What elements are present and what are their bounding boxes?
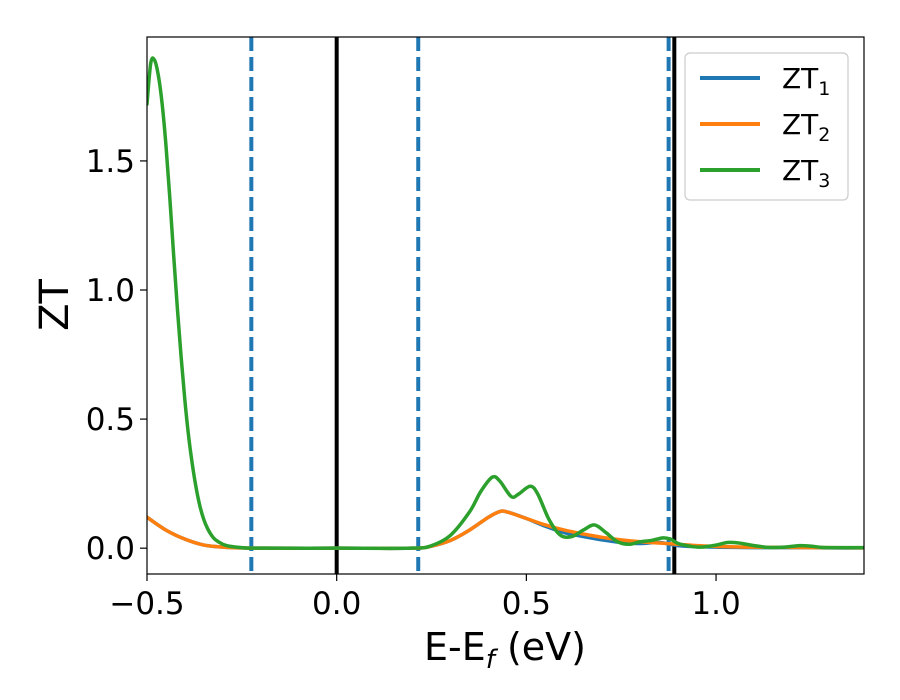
y-tick-label: 1.0: [86, 273, 135, 309]
y-tick-label: 0.0: [86, 531, 135, 567]
x-tick-label: 0.0: [312, 586, 361, 622]
x-axis-label: E-Ef (eV): [424, 625, 586, 675]
legend: ZT1 ZT2 ZT3: [684, 52, 849, 201]
series-line-zt3: [147, 56, 864, 551]
legend-label-zt2: ZT2: [782, 108, 830, 146]
x-tick-label: −0.5: [109, 586, 184, 622]
legend-box: [684, 52, 849, 201]
y-tick-label: 1.5: [86, 144, 135, 180]
x-tick-label: 0.5: [502, 586, 551, 622]
y-axis-ticks: 0.0 0.5 1.0 1.5: [86, 144, 147, 567]
y-axis-label: ZT: [32, 279, 78, 331]
legend-label-zt3: ZT3: [782, 154, 830, 192]
y-tick-label: 0.5: [86, 402, 135, 438]
x-axis-ticks: −0.5 0.0 0.5 1.0: [109, 574, 741, 622]
legend-label-zt1: ZT1: [782, 62, 830, 100]
x-tick-label: 1.0: [691, 586, 740, 622]
reference-lines: [249, 37, 677, 574]
plot-frame: [146, 36, 865, 575]
series-lines: [147, 56, 864, 551]
